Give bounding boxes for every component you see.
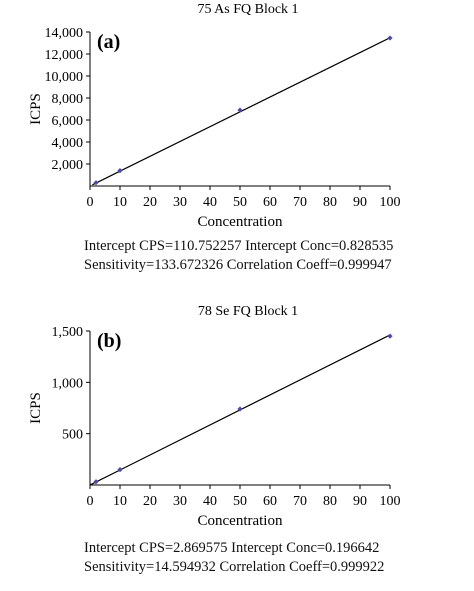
chart-b-stats: Intercept CPS=2.869575 Intercept Conc=0.… <box>84 539 384 577</box>
chart-b-x-tick-label: 20 <box>143 494 157 509</box>
chart-a-data-point <box>387 35 393 41</box>
chart-a-y-tick-label: 12,000 <box>45 48 84 63</box>
chart-b-panel-label: (b) <box>97 330 121 352</box>
chart-a-stats-line2: Sensitivity=133.672326 Correlation Coeff… <box>84 257 392 273</box>
chart-b-data-point <box>117 467 123 473</box>
chart-a-y-tick-label: 6,000 <box>52 114 84 129</box>
chart-a-title: 75 As FQ Block 1 <box>197 2 298 17</box>
chart-b-data-point <box>93 479 99 485</box>
chart-b-data-point <box>237 406 243 412</box>
chart-b-x-tick-label: 60 <box>263 494 277 509</box>
chart-b-stats-line1: Intercept CPS=2.869575 Intercept Conc=0.… <box>84 540 380 556</box>
chart-a-panel-label: (a) <box>97 31 120 53</box>
chart-b-x-tick-label: 80 <box>323 494 337 509</box>
chart-a-x-tick-label: 40 <box>203 195 217 210</box>
chart-a-plot: 75 As FQ Block 1 0 10 20 30 40 50 60 70 80 90 100 2,… <box>28 2 401 230</box>
chart-panel-b: 78 Se FQ Block 1 0 10 20 30 40 50 60 70 80 90 100 50… <box>0 296 474 591</box>
chart-a-x-axis-label: Concentration <box>198 214 283 230</box>
chart-a-y-tick-label: 10,000 <box>45 70 84 85</box>
chart-b-data-point <box>387 333 393 339</box>
chart-a-y-axis-label: ICPS <box>28 93 44 125</box>
chart-b-x-tick-label: 0 <box>87 494 94 509</box>
chart-a-stats: Intercept CPS=110.752257 Intercept Conc=… <box>84 237 393 275</box>
chart-b-x-tick-label: 10 <box>113 494 127 509</box>
chart-a-x-tick-label: 100 <box>380 195 401 210</box>
chart-b-y-axis-label: ICPS <box>28 392 44 424</box>
chart-a-y-tick-label: 4,000 <box>52 136 84 151</box>
chart-b-x-tick-label: 70 <box>293 494 307 509</box>
chart-a-x-tick-label: 90 <box>353 195 367 210</box>
chart-a-stats-line1: Intercept CPS=110.752257 Intercept Conc=… <box>84 238 394 254</box>
chart-a-x-tick-label: 0 <box>87 195 94 210</box>
chart-b-x-tick-label: 90 <box>353 494 367 509</box>
chart-a-x-tick-label: 50 <box>233 195 247 210</box>
chart-b-stats-line2: Sensitivity=14.594932 Correlation Coeff=… <box>84 559 385 575</box>
chart-a-x-tick-label: 20 <box>143 195 157 210</box>
chart-a-data-point <box>117 168 123 174</box>
chart-b-plot: 78 Se FQ Block 1 0 10 20 30 40 50 60 70 80 90 100 50… <box>28 304 401 529</box>
chart-b-x-tick-label: 40 <box>203 494 217 509</box>
chart-a-x-tick-label: 80 <box>323 195 337 210</box>
chart-a-y-tick-label: 8,000 <box>52 92 84 107</box>
chart-a-data-point <box>93 180 99 186</box>
chart-a-data-point <box>237 107 243 113</box>
chart-a-x-tick-label: 70 <box>293 195 307 210</box>
chart-panel-a: 75 As FQ Block 1 0 10 20 30 40 50 60 70 80 90 100 2,… <box>28 2 401 275</box>
chart-a-y-tick-label: 14,000 <box>45 26 84 41</box>
chart-a-x-tick-label: 30 <box>173 195 187 210</box>
chart-b-y-tick-label: 500 <box>62 428 83 443</box>
chart-a-x-tick-label: 60 <box>263 195 277 210</box>
chart-b-x-axis-label: Concentration <box>198 513 283 529</box>
chart-b-title: 78 Se FQ Block 1 <box>198 304 298 319</box>
chart-b-x-tick-label: 30 <box>173 494 187 509</box>
chart-b-x-tick-label: 50 <box>233 494 247 509</box>
chart-b-y-tick-label: 1,000 <box>52 376 84 391</box>
chart-a-y-tick-label: 2,000 <box>52 158 84 173</box>
chart-b-x-tick-label: 100 <box>380 494 401 509</box>
chart-a-x-tick-label: 10 <box>113 195 127 210</box>
chart-b-y-tick-label: 1,500 <box>52 325 84 340</box>
